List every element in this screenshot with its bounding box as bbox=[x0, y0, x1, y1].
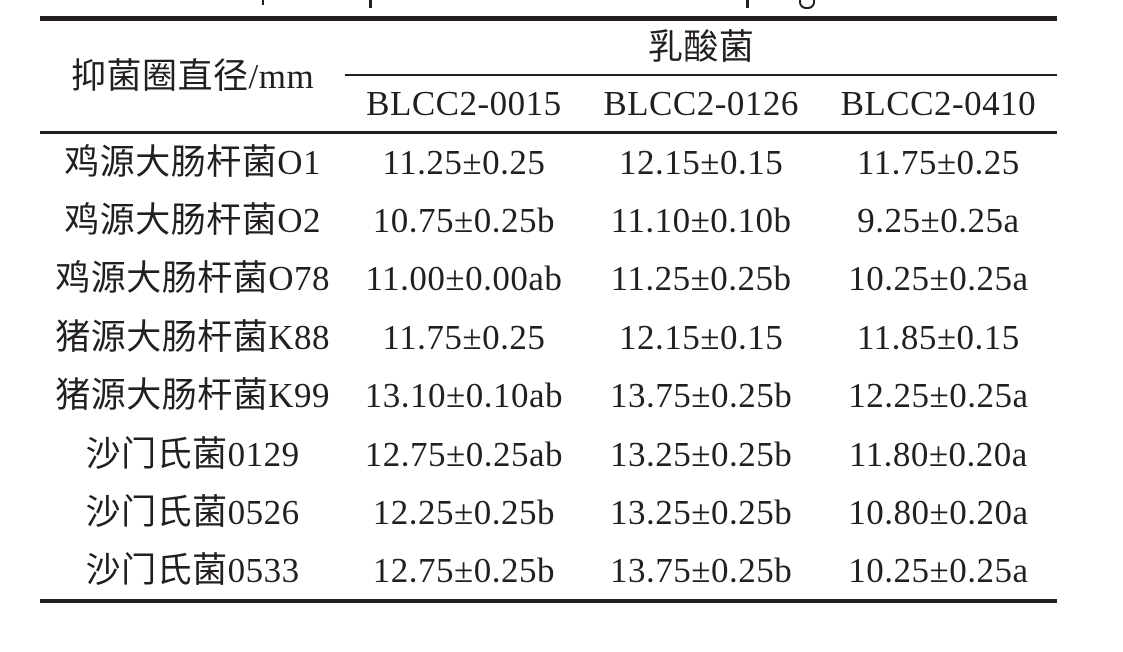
value-cell: 11.10±0.10b bbox=[610, 200, 792, 240]
cropped-text-artifact bbox=[746, 0, 749, 8]
value-cell: 11.00±0.00ab bbox=[365, 259, 563, 299]
value-cell: 11.85±0.15 bbox=[856, 317, 1020, 357]
value-cell: 12.15±0.15 bbox=[619, 317, 784, 357]
value-cell: 13.75±0.25b bbox=[610, 376, 793, 416]
table-row: 沙门氏菌0526 12.25±0.25b 13.25±0.25b 10.80±0… bbox=[40, 484, 1057, 543]
row-label: 沙门氏菌0533 bbox=[85, 550, 300, 590]
group-header-lactic-acid-bacteria: 乳酸菌 bbox=[345, 18, 1057, 76]
header-row-group: 抑菌圈直径/mm 乳酸菌 bbox=[40, 18, 1057, 134]
table-row: 鸡源大肠杆菌O78 11.00±0.00ab 11.25±0.25b 10.25… bbox=[40, 250, 1057, 309]
value-cell: 11.25±0.25b bbox=[610, 259, 792, 299]
row-label: 鸡源大肠杆菌O2 bbox=[64, 200, 322, 240]
cropped-text-artifact bbox=[262, 0, 264, 5]
row-label: 沙门氏菌0129 bbox=[85, 434, 300, 474]
value-cell: 10.25±0.25a bbox=[848, 259, 1029, 299]
table-row: 沙门氏菌0533 12.75±0.25b 13.75±0.25b 10.25±0… bbox=[40, 542, 1057, 601]
row-label: 鸡源大肠杆菌O1 bbox=[64, 143, 322, 182]
value-cell: 11.80±0.20a bbox=[848, 434, 1028, 474]
row-label: 鸡源大肠杆菌O78 bbox=[55, 259, 331, 299]
value-cell: 11.75±0.25 bbox=[382, 317, 546, 357]
value-cell: 13.10±0.10ab bbox=[364, 376, 564, 416]
table-row: 沙门氏菌0129 12.75±0.25ab 13.25±0.25b 11.80±… bbox=[40, 425, 1057, 484]
table-row: 猪源大肠杆菌K88 11.75±0.25 12.15±0.15 11.85±0.… bbox=[40, 308, 1057, 367]
value-cell: 12.25±0.25a bbox=[848, 376, 1029, 416]
cropped-text-artifact bbox=[799, 0, 815, 9]
value-cell: 11.25±0.25 bbox=[382, 143, 546, 182]
column-header-strain-3: BLCC2-0410 bbox=[819, 74, 1057, 134]
value-cell: 12.15±0.15 bbox=[619, 143, 784, 182]
cropped-text-artifact bbox=[369, 0, 372, 8]
row-label: 沙门氏菌0526 bbox=[85, 493, 300, 533]
table-row: 鸡源大肠杆菌O2 10.75±0.25b 11.10±0.10b 9.25±0.… bbox=[40, 191, 1057, 250]
value-cell: 13.25±0.25b bbox=[610, 434, 793, 474]
value-cell: 10.80±0.20a bbox=[848, 493, 1029, 533]
row-label: 猪源大肠杆菌K88 bbox=[55, 317, 331, 357]
value-cell: 10.25±0.25a bbox=[848, 550, 1029, 590]
table-row: 鸡源大肠杆菌O1 11.25±0.25 12.15±0.15 11.75±0.2… bbox=[40, 133, 1057, 192]
value-cell: 10.75±0.25b bbox=[372, 200, 555, 240]
column-header-strain-1: BLCC2-0015 bbox=[345, 74, 583, 134]
value-cell: 12.75±0.25b bbox=[372, 550, 555, 590]
value-cell: 13.75±0.25b bbox=[610, 550, 793, 590]
row-label: 猪源大肠杆菌K99 bbox=[55, 376, 331, 416]
value-cell: 13.25±0.25b bbox=[610, 493, 793, 533]
inhibition-zone-table: 抑菌圈直径/mm 乳酸菌 BLCC2-0015 BLCC2-0126 BLCC2… bbox=[40, 16, 1057, 603]
column-header-strain-2: BLCC2-0126 bbox=[582, 74, 820, 134]
header-row-strains: BLCC2-0015 BLCC2-0126 BLCC2-0410 bbox=[40, 74, 1057, 134]
value-cell: 12.25±0.25b bbox=[372, 493, 555, 533]
row-header-label: 抑菌圈直径/mm bbox=[40, 18, 346, 134]
value-cell: 9.25±0.25a bbox=[857, 200, 1020, 240]
table-row: 猪源大肠杆菌K99 13.10±0.10ab 13.75±0.25b 12.25… bbox=[40, 367, 1057, 426]
inhibition-zone-table-wrap: 抑菌圈直径/mm 乳酸菌 BLCC2-0015 BLCC2-0126 BLCC2… bbox=[40, 16, 1057, 603]
value-cell: 11.75±0.25 bbox=[856, 143, 1020, 182]
value-cell: 12.75±0.25ab bbox=[364, 434, 564, 474]
